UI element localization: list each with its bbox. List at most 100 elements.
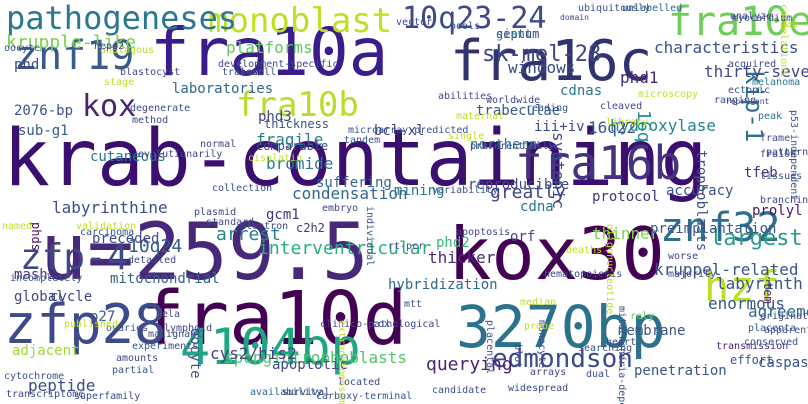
- word-141: collection: [212, 183, 273, 194]
- word-136: superfamily: [74, 391, 141, 402]
- word-196: blot: [512, 344, 523, 369]
- word-182: oligonucleotide: [604, 224, 615, 315]
- word-176: published: [64, 319, 119, 330]
- word-173: carcinoma: [80, 227, 135, 238]
- word-111: tissues: [760, 171, 803, 182]
- word-146: comparable: [256, 139, 329, 153]
- word-100: unlabelled: [622, 3, 683, 14]
- word-76: prolyl: [752, 203, 803, 219]
- word-152: lost: [240, 67, 265, 78]
- word-93: septum: [496, 27, 540, 41]
- word-57: gcm1: [266, 207, 300, 223]
- word-38: platforms: [226, 38, 313, 57]
- word-86: cutaneous: [90, 149, 166, 165]
- word-166: mtt: [404, 299, 423, 310]
- word-197: extrachromosomal: [336, 320, 347, 404]
- word-35: arrest: [216, 224, 282, 245]
- word-16: hzf: [704, 262, 780, 311]
- word-98: blastocyst: [120, 67, 181, 78]
- word-34: querying: [426, 354, 513, 375]
- word-13: 10q23-24: [402, 1, 547, 36]
- word-24: characteristics: [654, 38, 799, 57]
- word-6: fra16c: [450, 29, 653, 94]
- word-43: thicker: [428, 248, 496, 267]
- word-66: cycle: [50, 289, 93, 305]
- word-132: amounts: [116, 353, 159, 364]
- word-10: fra10e: [668, 0, 808, 45]
- word-12: monoblast: [208, 1, 393, 41]
- word-133: partial: [112, 365, 155, 376]
- word-144: embryo: [322, 203, 359, 214]
- word-0: krab-containing: [3, 114, 708, 204]
- word-118: apparent: [764, 325, 808, 336]
- word-129: lymphoid: [164, 323, 213, 334]
- word-83: c2h2: [296, 221, 325, 235]
- word-165: apoptosis: [456, 227, 511, 238]
- word-71: hybridization: [388, 277, 498, 293]
- word-145: variability: [432, 185, 499, 196]
- word-65: global: [14, 289, 65, 305]
- word-64: mash2: [14, 267, 57, 283]
- word-158: reading: [526, 103, 569, 114]
- word-163: rely: [630, 311, 655, 322]
- word-105: ectopic: [728, 85, 771, 96]
- word-11: fra10b: [236, 85, 359, 125]
- word-140: cisplatin: [248, 153, 303, 164]
- word-184: single: [448, 131, 485, 142]
- word-178: probe: [524, 321, 555, 332]
- word-187: development-specific: [218, 59, 339, 70]
- word-151: transwell: [222, 67, 277, 78]
- word-185: maternal: [456, 111, 505, 122]
- word-36: 10q24: [128, 236, 183, 257]
- word-53: phd2: [436, 235, 470, 251]
- word-117: transmission: [716, 341, 789, 352]
- word-157: worldwide: [486, 95, 541, 106]
- word-190: correlations: [778, 4, 789, 77]
- word-95: giant: [496, 27, 533, 41]
- word-47: northern: [470, 137, 538, 153]
- word-60: reproducible: [468, 177, 570, 193]
- word-142: tandem: [344, 135, 381, 146]
- word-73: penetration: [634, 363, 727, 379]
- word-59: suffering: [316, 175, 392, 191]
- word-119: conserved: [744, 337, 799, 348]
- word-61: protocol: [592, 189, 660, 205]
- word-70: apoptotic: [272, 357, 348, 373]
- word-54: phd: [14, 57, 40, 73]
- word-114: majority: [668, 269, 717, 280]
- word-174: detailed: [128, 255, 177, 266]
- word-102: domain: [560, 13, 589, 22]
- word-49: 16q22: [588, 118, 637, 137]
- word-169: hela: [156, 309, 181, 320]
- word-32: enormous: [708, 294, 786, 313]
- word-42: condensation: [292, 184, 408, 203]
- word-29: cys2/his2: [210, 344, 297, 363]
- word-62: accuracy: [666, 183, 734, 199]
- word-27: interventricular: [258, 238, 432, 259]
- word-138: carboxy-terminal: [316, 391, 413, 402]
- word-193: individual: [364, 206, 375, 267]
- word-81: cdna: [520, 199, 554, 215]
- word-192: evolutionarily: [138, 149, 223, 160]
- word-77: trophoblasts: [693, 150, 709, 252]
- word-40: fragile: [256, 130, 324, 149]
- word-149: method: [132, 115, 169, 126]
- word-25: largest: [710, 226, 803, 251]
- word-125: located: [338, 377, 381, 388]
- word-20: edmondson: [492, 344, 633, 374]
- word-109: frame: [760, 133, 791, 144]
- word-8: zfp28: [4, 293, 167, 356]
- word-37: agreement: [748, 302, 808, 321]
- word-48: iii+iv: [534, 119, 585, 135]
- word-130: malignant: [148, 329, 203, 340]
- word-91: effort: [730, 353, 774, 367]
- word-63: preimplantation: [650, 221, 777, 237]
- word-110: pattern: [766, 147, 808, 158]
- word-92: tem: [761, 282, 775, 304]
- word-155: vector: [396, 17, 433, 28]
- word-188: gap: [780, 19, 799, 30]
- word-1: u=259.5: [40, 208, 369, 298]
- word-2: fra10d: [140, 276, 408, 362]
- word-113: worse: [668, 251, 699, 262]
